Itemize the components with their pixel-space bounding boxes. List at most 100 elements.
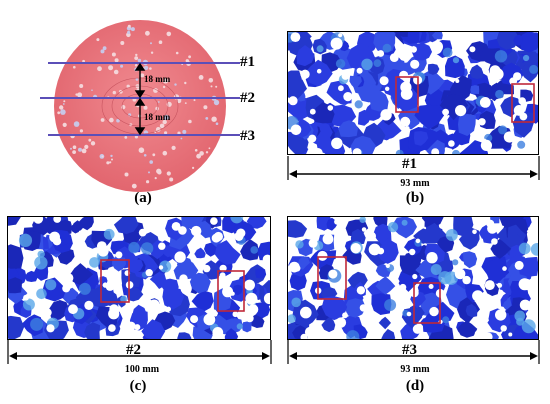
- particle: [255, 268, 266, 279]
- matrix-gap: [138, 228, 147, 237]
- pore: [193, 99, 196, 102]
- pore: [108, 65, 114, 71]
- particle-highlight: [445, 229, 458, 241]
- pore: [82, 59, 85, 63]
- pore: [205, 117, 209, 120]
- matrix-gap: [380, 109, 392, 121]
- pore: [91, 89, 93, 91]
- matrix-gap: [409, 248, 416, 256]
- matrix-gap: [474, 330, 480, 336]
- matrix-gap: [293, 265, 301, 272]
- pore: [111, 158, 113, 161]
- pore: [145, 30, 150, 36]
- highlight-box-1: [395, 76, 419, 113]
- matrix-gap: [46, 324, 55, 333]
- particle-highlight: [452, 149, 460, 154]
- sample-disk-figure: [30, 10, 260, 195]
- particle-map-1: [288, 32, 538, 154]
- matrix-gap: [145, 298, 152, 306]
- particle: [8, 315, 25, 339]
- particle: [297, 256, 310, 270]
- matrix-gap: [134, 324, 141, 331]
- pore: [79, 85, 82, 87]
- matrix-gap: [399, 283, 407, 291]
- pore: [157, 170, 162, 175]
- matrix-gap: [126, 321, 136, 331]
- particle-highlight: [103, 228, 115, 240]
- matrix-gap: [180, 283, 192, 295]
- matrix-gap: [308, 134, 317, 143]
- matrix-gap: [480, 294, 486, 301]
- matrix-gap: [335, 317, 347, 328]
- matrix-gap: [410, 59, 420, 69]
- particle: [113, 217, 139, 234]
- matrix-gap: [399, 70, 409, 80]
- particle: [8, 217, 21, 226]
- matrix-gap: [519, 112, 528, 121]
- particle-highlight: [498, 125, 508, 135]
- matrix-gap: [94, 217, 103, 222]
- matrix-gap: [350, 36, 357, 43]
- pore: [176, 98, 182, 104]
- matrix-gap: [166, 306, 171, 312]
- pore: [150, 51, 154, 54]
- matrix-gap: [400, 116, 411, 127]
- particle: [513, 34, 523, 46]
- highlight-box-2: [511, 83, 535, 123]
- pore: [180, 137, 183, 140]
- particle: [424, 217, 444, 227]
- pore: [159, 123, 165, 129]
- matrix-gap: [308, 238, 318, 248]
- matrix-gap: [171, 222, 181, 231]
- matrix-gap: [518, 278, 531, 291]
- particle: [375, 276, 396, 295]
- matrix-gap: [388, 138, 393, 143]
- matrix-gap: [449, 32, 457, 40]
- pore: [109, 161, 112, 164]
- matrix-gap: [290, 32, 301, 42]
- pore: [162, 150, 168, 156]
- particle-highlight: [346, 330, 360, 339]
- particle: [457, 320, 478, 338]
- particle-highlight: [442, 47, 453, 58]
- matrix-gap: [472, 290, 484, 302]
- matrix-gap: [158, 242, 166, 250]
- particle-highlight: [288, 314, 296, 324]
- width-label-c: 100 mm: [124, 364, 160, 375]
- particle: [189, 272, 211, 294]
- caption-c: (c): [129, 378, 147, 394]
- particle: [459, 140, 489, 154]
- matrix-gap: [385, 263, 390, 268]
- pore: [135, 78, 139, 81]
- pore: [194, 149, 198, 152]
- matrix-gap: [514, 260, 524, 270]
- matrix-gap: [148, 291, 154, 297]
- matrix-gap: [158, 265, 164, 270]
- pore: [210, 85, 213, 88]
- particle-highlight: [361, 58, 373, 70]
- line-label-1: #1: [240, 54, 255, 70]
- pore: [130, 27, 135, 32]
- particle: [458, 113, 476, 136]
- pore: [215, 122, 219, 125]
- particle: [486, 125, 514, 149]
- matrix-gap: [343, 92, 353, 102]
- section-label-3: #3: [402, 342, 417, 358]
- spacing-label-2: 18 mm: [144, 112, 171, 122]
- pore: [106, 161, 110, 165]
- caption-a: (a): [134, 190, 152, 206]
- matrix-gap: [64, 265, 71, 272]
- matrix-gap: [178, 226, 187, 235]
- section-image-3: [287, 216, 539, 340]
- particle: [289, 272, 307, 291]
- particle: [413, 131, 429, 146]
- matrix-gap: [487, 223, 498, 234]
- pore: [70, 147, 72, 150]
- particle-highlight: [359, 217, 366, 223]
- particle: [358, 83, 381, 103]
- matrix-gap: [236, 228, 246, 238]
- matrix-gap: [308, 274, 316, 282]
- particle-map-2: [8, 217, 270, 339]
- matrix-gap: [62, 284, 71, 293]
- particle: [224, 328, 239, 339]
